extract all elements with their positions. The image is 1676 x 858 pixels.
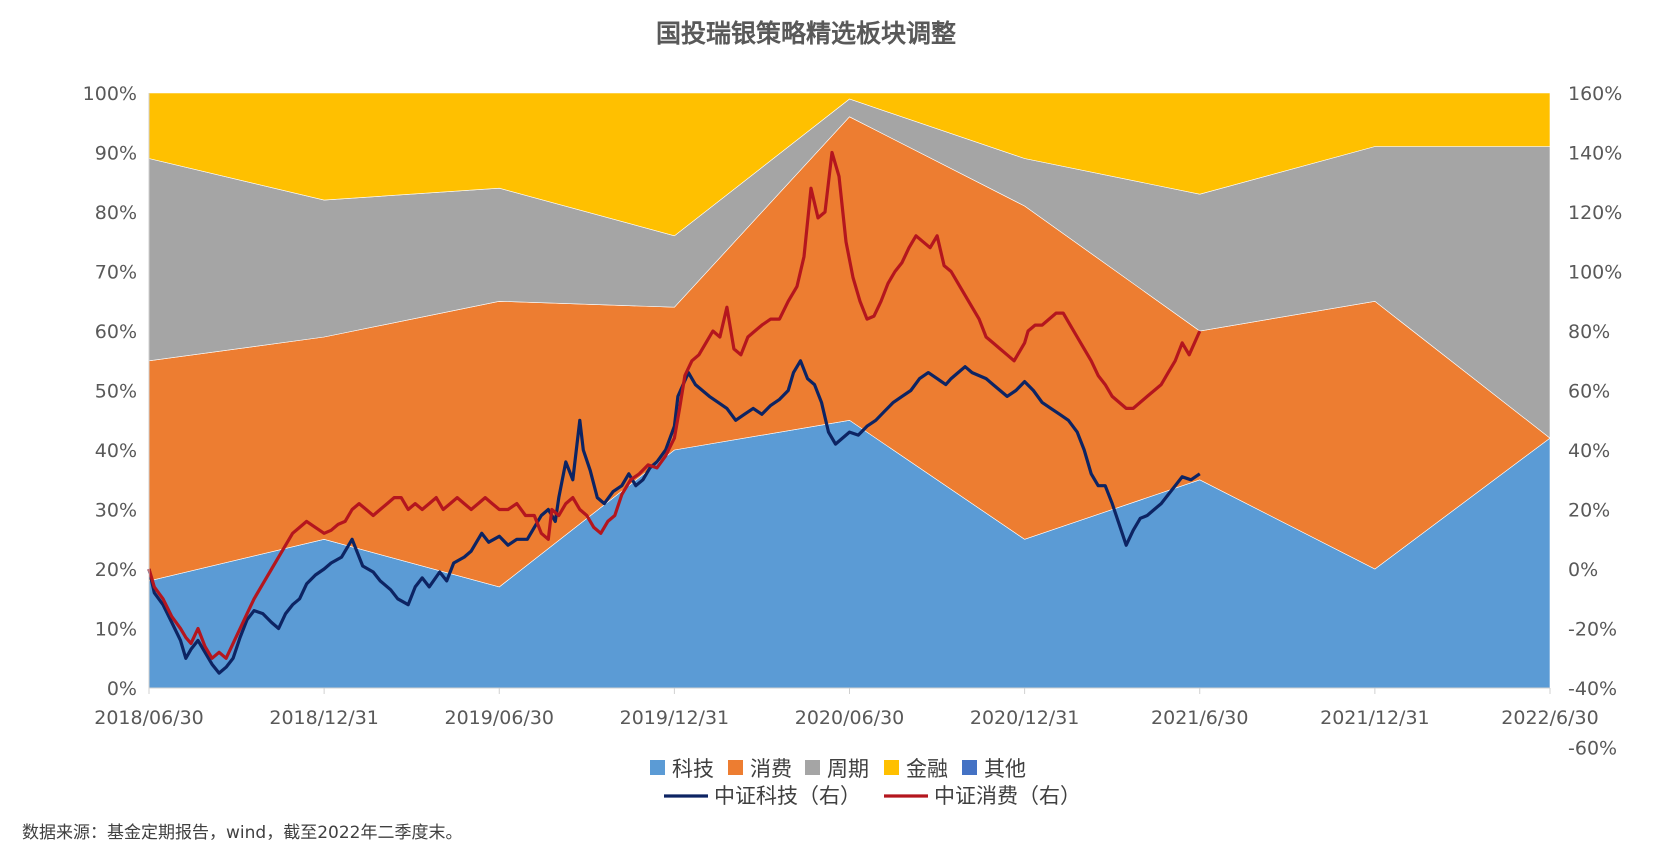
right-tick-label: 40% — [1568, 440, 1610, 462]
legend-line-label: 中证科技（右） — [714, 784, 861, 808]
legend-label: 周期 — [827, 757, 869, 781]
left-tick-label: 80% — [95, 202, 137, 224]
line-中证消费（右） — [147, 150, 1202, 660]
legend-label: 金融 — [906, 757, 948, 781]
left-axis-ticks: 0% 10% 20% 30% 40% 50% 60% 70% 80% 90% 100% — [83, 83, 137, 700]
right-tick-label: -60% — [1568, 738, 1617, 760]
area-金融 — [148, 92, 1551, 237]
legend-swatch — [728, 760, 743, 775]
left-tick-label: 0% — [107, 678, 137, 700]
right-tick-label: -20% — [1568, 619, 1617, 641]
legend-swatch — [805, 760, 820, 775]
index-lines — [147, 150, 1202, 675]
source-note: 数据来源：基金定期报告，wind，截至2022年二季度末。 — [22, 823, 462, 843]
x-tick-label: 2018/06/30 — [94, 707, 204, 729]
left-tick-label: 50% — [95, 381, 137, 403]
x-tick-label: 2020/06/30 — [795, 707, 905, 729]
left-tick-label: 30% — [95, 500, 137, 522]
right-tick-label: 140% — [1568, 143, 1622, 165]
right-tick-label: -40% — [1568, 678, 1617, 700]
legend-label: 其他 — [984, 757, 1026, 781]
legend-swatch — [962, 760, 977, 775]
x-tick-label: 2019/06/30 — [444, 707, 554, 729]
left-tick-label: 70% — [95, 262, 137, 284]
left-tick-label: 60% — [95, 321, 137, 343]
x-tick-label: 2020/12/31 — [970, 707, 1080, 729]
legend-label: 科技 — [672, 757, 714, 781]
right-tick-label: 100% — [1568, 262, 1622, 284]
legend-line-label: 中证消费（右） — [934, 784, 1081, 808]
left-tick-label: 20% — [95, 559, 137, 581]
stacked-areas — [148, 92, 1551, 689]
right-tick-label: 120% — [1568, 202, 1622, 224]
right-tick-label: 60% — [1568, 381, 1610, 403]
right-tick-label: 80% — [1568, 321, 1610, 343]
x-tick-label: 2021/6/30 — [1151, 707, 1248, 729]
legend-swatch — [884, 760, 899, 775]
x-tick-label: 2018/12/31 — [269, 707, 379, 729]
chart-title: 国投瑞银策略精选板块调整 — [656, 19, 956, 48]
left-tick-label: 90% — [95, 143, 137, 165]
x-tick-label: 2022/6/30 — [1501, 707, 1598, 729]
legend-swatch — [650, 760, 665, 775]
line-中证科技（右） — [147, 359, 1201, 675]
x-axis-ticks: 2018/06/30 2018/12/31 2019/06/30 2019/12/31… — [94, 688, 1599, 729]
legend-label: 消费 — [750, 757, 792, 781]
right-tick-label: 160% — [1568, 83, 1622, 105]
x-tick-label: 2021/12/31 — [1320, 707, 1430, 729]
right-axis-ticks: -60% -40% -20% 0% 20% 40% 60% 80% 100% 120% 140% 16… — [1568, 83, 1622, 760]
left-tick-label: 40% — [95, 440, 137, 462]
right-tick-label: 0% — [1568, 559, 1598, 581]
left-tick-label: 10% — [95, 619, 137, 641]
left-tick-label: 100% — [83, 83, 137, 105]
x-tick-label: 2019/12/31 — [620, 707, 730, 729]
right-tick-label: 20% — [1568, 500, 1610, 522]
